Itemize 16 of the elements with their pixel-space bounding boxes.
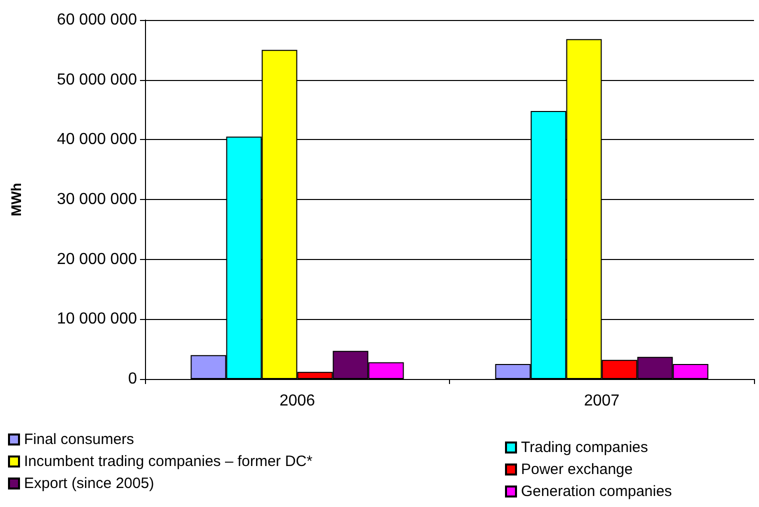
x-tick-label: 2006 bbox=[279, 392, 316, 410]
legend-label: Generation companies bbox=[521, 483, 672, 500]
y-tick-label: 40 000 000 bbox=[56, 131, 138, 148]
legend-label: Incumbent trading companies – former DC* bbox=[24, 453, 313, 470]
y-axis-title: MWh bbox=[8, 182, 24, 216]
legend-label: Trading companies bbox=[521, 439, 648, 456]
legend-label: Power exchange bbox=[521, 461, 633, 478]
y-tick-label: 0 bbox=[128, 370, 138, 388]
y-tick-label: 60 000 000 bbox=[56, 12, 138, 28]
legend-label: Export (since 2005) bbox=[24, 475, 154, 492]
y-tick-label: 10 000 000 bbox=[56, 310, 138, 328]
y-tick-label: 50 000 000 bbox=[56, 71, 138, 88]
legend-label: Final consumers bbox=[24, 431, 134, 448]
y-tick-label: 30 000 000 bbox=[56, 191, 138, 208]
x-tick-label: 2007 bbox=[584, 392, 620, 410]
y-tick-label: 20 000 000 bbox=[56, 250, 138, 268]
